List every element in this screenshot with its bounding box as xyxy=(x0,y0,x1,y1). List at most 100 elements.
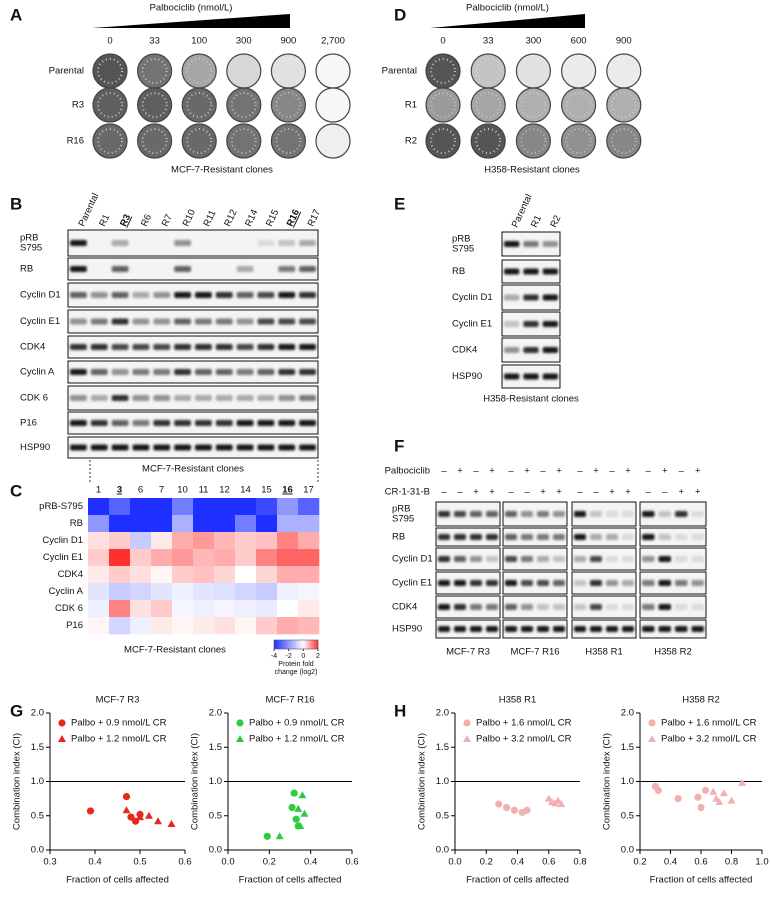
x-axis-label: Fraction of cells affected xyxy=(466,875,569,886)
point xyxy=(495,800,503,808)
dose-label: 900 xyxy=(280,36,296,47)
blot-box xyxy=(571,619,637,639)
treatment-sign: + xyxy=(556,487,562,498)
treatment-sign: + xyxy=(540,487,546,498)
blot-band xyxy=(486,511,498,517)
blot-band xyxy=(658,580,671,586)
point xyxy=(86,807,95,815)
heat-cell xyxy=(235,583,257,601)
heat-cell xyxy=(277,549,299,567)
row-label: RB xyxy=(70,518,83,529)
caption: MCF-7-Resistant clones xyxy=(142,464,244,475)
blot-band xyxy=(590,556,602,562)
colorbar-step xyxy=(288,640,291,649)
heat-cell xyxy=(256,617,278,635)
dose-label: 33 xyxy=(149,36,160,47)
protein-label: pRB xyxy=(20,233,38,244)
well-speckle xyxy=(230,92,257,118)
heat-cell xyxy=(235,549,257,567)
blot-band xyxy=(215,318,233,325)
blot-band xyxy=(691,534,704,540)
x-tick-label: 0.0 xyxy=(448,857,461,868)
point xyxy=(288,803,296,812)
heat-cell xyxy=(298,549,320,567)
heat-cell xyxy=(256,498,278,516)
treatment-sign: – xyxy=(593,487,599,498)
blot-band xyxy=(70,395,87,401)
dose-label: 100 xyxy=(191,36,207,47)
blot-band xyxy=(153,420,171,426)
well-speckle xyxy=(141,128,168,154)
blot-band xyxy=(523,268,539,275)
protein-label: RB xyxy=(452,266,465,277)
blot-band xyxy=(606,626,618,632)
blot-band xyxy=(622,580,634,586)
blot-band xyxy=(454,580,466,586)
protein-label: pRB xyxy=(392,504,410,515)
lane-label: R11 xyxy=(201,209,218,229)
well-speckle xyxy=(565,128,592,154)
point xyxy=(697,803,705,812)
caption: MCF-7-Resistant clones xyxy=(171,165,273,176)
dose-label: 0 xyxy=(107,36,112,47)
blot-band xyxy=(642,556,655,562)
blot-box xyxy=(67,385,319,411)
heat-cell xyxy=(88,532,110,550)
point xyxy=(122,792,131,801)
well-speckle xyxy=(320,128,346,154)
point xyxy=(709,787,718,795)
protein-label: Cyclin D1 xyxy=(392,554,433,565)
panel-label: G xyxy=(10,701,23,720)
treatment-sign: – xyxy=(508,487,514,498)
colony-well xyxy=(315,87,351,123)
blot-band xyxy=(470,556,482,562)
blot-band xyxy=(523,294,539,301)
y-tick-label: 2.0 xyxy=(209,708,222,719)
blot-box xyxy=(639,571,707,595)
blot-band xyxy=(505,604,517,610)
blot-band xyxy=(454,604,466,610)
treatment-sign: + xyxy=(662,466,668,477)
treatment-sign: – xyxy=(646,466,652,477)
legend-marker xyxy=(58,735,66,742)
heat-cell xyxy=(130,600,152,618)
legend-label: Palbo + 0.9 nmol/L CR xyxy=(71,718,167,729)
blot-band xyxy=(236,444,254,451)
blot-box xyxy=(67,257,319,281)
blot-band xyxy=(486,556,498,562)
blot-band xyxy=(70,318,87,325)
row-label: pRB-S795 xyxy=(39,501,83,512)
treatment-sign: – xyxy=(524,487,530,498)
heat-cell xyxy=(235,498,257,516)
blot-band xyxy=(523,373,539,380)
y-axis-label: Combination index (CI) xyxy=(12,733,23,830)
heat-cell xyxy=(109,549,131,567)
blot-band xyxy=(691,511,704,517)
blot-band xyxy=(622,534,634,540)
protein-label: Cyclin E1 xyxy=(452,319,492,330)
x-axis-label: Fraction of cells affected xyxy=(650,875,753,886)
heat-cell xyxy=(298,583,320,601)
well-speckle xyxy=(520,58,547,84)
colorbar-step xyxy=(303,640,306,649)
legend-label: Palbo + 1.6 nmol/L CR xyxy=(661,718,757,729)
treatment-sign: – xyxy=(473,466,479,477)
blot-band xyxy=(523,241,539,247)
heat-cell xyxy=(235,532,257,550)
blot-band xyxy=(70,292,87,298)
blot-band xyxy=(574,511,586,517)
heat-cell xyxy=(109,515,131,533)
row-label: R1 xyxy=(405,100,417,111)
panel-label: F xyxy=(394,436,404,455)
colony-well xyxy=(560,123,597,159)
heat-cell xyxy=(151,532,173,550)
point xyxy=(557,800,566,808)
lane-label: R10 xyxy=(181,208,198,228)
colorbar-tick-label: -4 xyxy=(271,653,277,660)
panel-label: E xyxy=(394,194,405,213)
protein-label: S795 xyxy=(392,514,414,525)
point xyxy=(300,809,309,817)
well-speckle xyxy=(97,128,123,154)
protein-label: P16 xyxy=(20,418,37,429)
colorbar-step xyxy=(286,640,289,649)
